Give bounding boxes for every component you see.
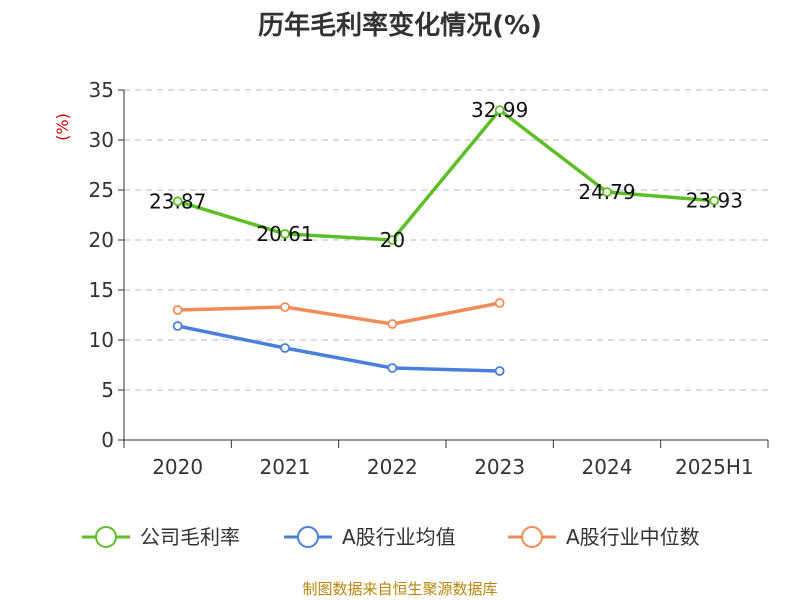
- series-1: [172, 321, 505, 376]
- series-line: [175, 324, 502, 373]
- y-tick-label: 20: [89, 228, 114, 252]
- data-label: 23.93: [686, 189, 743, 213]
- data-point[interactable]: [172, 305, 183, 315]
- grid-layer: [124, 89, 768, 391]
- x-tick-label: 2021: [260, 455, 311, 479]
- data-point[interactable]: [172, 196, 183, 207]
- data-point[interactable]: [172, 321, 183, 331]
- data-point[interactable]: [602, 187, 612, 198]
- y-tick-label: 15: [89, 278, 114, 302]
- series-line: [175, 301, 502, 326]
- legend-item-0[interactable]: 公司毛利率: [82, 525, 240, 549]
- x-tick-label: 2020: [152, 455, 203, 479]
- data-point[interactable]: [387, 319, 398, 329]
- data-point[interactable]: [280, 228, 290, 239]
- legend-label: A股行业均值: [342, 525, 456, 549]
- data-point[interactable]: [387, 363, 398, 373]
- legend-item-2[interactable]: A股行业中位数: [508, 525, 700, 549]
- data-label: 20.61: [256, 222, 313, 246]
- x-tick-label: 2025H1: [675, 455, 754, 479]
- data-label: 20: [380, 228, 405, 252]
- series-0: [172, 105, 720, 245]
- y-tick-label: 5: [101, 378, 114, 402]
- series-line: [175, 108, 717, 242]
- series-2: [172, 298, 505, 329]
- labels-layer: 23.87 20.61 20 32.99 24.79 23.93: [149, 98, 743, 252]
- axes-layer: 0 5 10 15 20 25 30 35 2020 2021 2022 2023 2024 2025H1: [89, 78, 769, 479]
- source-note: 制图数据来自恒生聚源数据库: [302, 580, 497, 598]
- legend-swatch-marker: [297, 526, 319, 548]
- legend-label: A股行业中位数: [566, 525, 700, 549]
- chart-title: 历年毛利率变化情况(%): [258, 10, 542, 41]
- legend-swatch-marker: [521, 526, 543, 548]
- legend-swatch-marker: [95, 526, 117, 548]
- data-point[interactable]: [494, 298, 505, 308]
- x-tick-label: 2022: [367, 455, 418, 479]
- data-point[interactable]: [280, 302, 290, 312]
- y-tick-label: 35: [89, 78, 114, 102]
- data-label: 24.79: [578, 180, 635, 204]
- legend-item-1[interactable]: A股行业均值: [284, 525, 456, 549]
- x-tick-label: 2024: [582, 455, 633, 479]
- x-tick-label: 2023: [474, 455, 525, 479]
- y-tick-label: 10: [89, 328, 114, 352]
- data-point[interactable]: [494, 366, 505, 376]
- data-point[interactable]: [387, 235, 398, 245]
- data-label: 23.87: [149, 189, 206, 213]
- legend: 公司毛利率 A股行业均值 A股行业中位数: [82, 525, 700, 549]
- data-point[interactable]: [709, 195, 720, 206]
- data-point[interactable]: [494, 105, 505, 115]
- legend-label: 公司毛利率: [140, 525, 240, 549]
- y-axis-label: (%): [53, 113, 72, 141]
- data-point[interactable]: [280, 343, 290, 353]
- y-tick-label: 30: [89, 128, 114, 152]
- series-layer: [172, 105, 720, 376]
- data-label: 32.99: [471, 98, 528, 122]
- y-tick-label: 0: [101, 428, 114, 452]
- y-tick-label: 25: [89, 178, 114, 202]
